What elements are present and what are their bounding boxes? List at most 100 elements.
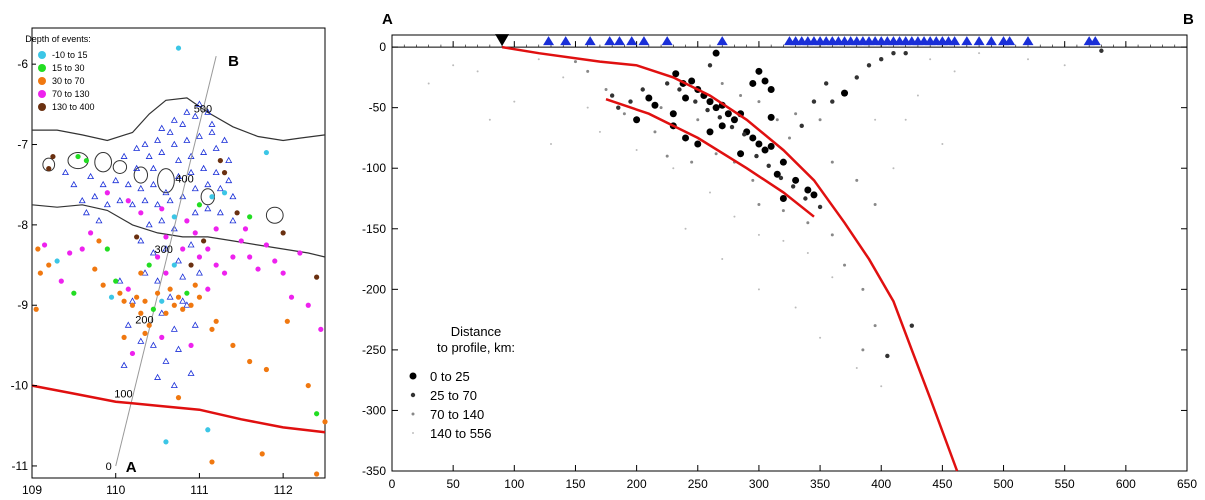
hypocenter-dot	[792, 176, 800, 184]
station-triangle-icon	[191, 184, 199, 192]
section-legend-title-2: to profile, km:	[437, 340, 515, 355]
coast-loop	[94, 152, 113, 173]
station-triangle-icon	[170, 381, 178, 388]
event-dot	[230, 342, 236, 349]
hypocenter-dot	[866, 63, 872, 68]
event-dot	[138, 210, 144, 216]
station-triangle-icon	[175, 172, 182, 180]
section-x-tick-label: 400	[871, 477, 891, 491]
hypocenter-dot	[916, 94, 919, 97]
event-dot	[314, 471, 320, 477]
section-station-triangle-icon	[543, 36, 555, 46]
hypocenter-dot	[690, 160, 694, 164]
section-frame	[391, 34, 1188, 472]
station-triangle-icon	[158, 309, 166, 316]
station-triangle-icon	[149, 180, 157, 188]
station-triangle-icon	[154, 136, 162, 143]
section-legend-swatch	[411, 412, 415, 416]
hypocenter-dot	[718, 122, 726, 130]
station-triangle-icon	[137, 237, 145, 244]
hypocenter-dot	[761, 146, 769, 154]
section-x-tick-label: 100	[504, 477, 524, 491]
event-dot	[314, 274, 320, 280]
event-dot	[314, 411, 320, 417]
event-dot	[37, 270, 43, 276]
event-dot	[117, 290, 123, 296]
hypocenter-dot	[616, 105, 621, 110]
profile-distance-label: 500	[194, 103, 212, 115]
station-triangle-icon	[212, 144, 220, 151]
slab-upper-line	[501, 45, 959, 472]
station-triangle-icon	[149, 249, 157, 256]
coastline-north	[32, 97, 326, 142]
station-triangle-icon	[158, 217, 166, 224]
section-x-tick-label: 450	[932, 477, 952, 491]
station-triangle-icon	[170, 325, 178, 332]
hypocenter-dot	[879, 57, 884, 62]
event-dot	[217, 157, 223, 164]
hypocenter-dot	[598, 130, 601, 133]
hypocenter-dot	[873, 324, 877, 328]
hypocenter-dot	[688, 77, 696, 85]
station-triangle-icon	[133, 164, 141, 172]
station-triangle-icon	[195, 269, 203, 276]
map-legend-title: Depth of events:	[25, 34, 91, 44]
event-dot	[104, 190, 110, 196]
section-label-b: B	[1183, 11, 1194, 28]
event-dot	[205, 246, 211, 252]
station-triangle-icon	[112, 176, 120, 184]
station-triangle-icon	[103, 200, 111, 208]
map-legend-label: 70 to 130	[52, 89, 90, 99]
section-x-tick-label: 600	[1116, 477, 1136, 491]
station-triangle-icon	[128, 200, 136, 208]
hypocenter-dot	[779, 195, 787, 202]
hypocenter-dot	[891, 50, 896, 56]
station-triangle-icon	[170, 116, 178, 123]
station-triangle-icon	[78, 196, 86, 204]
hypocenter-dot	[779, 158, 787, 166]
event-dot	[88, 230, 94, 236]
section-station-triangle-icon	[1004, 36, 1016, 46]
hypocenter-dot	[953, 70, 956, 73]
section-station-triangle-icon	[626, 36, 638, 46]
event-dot	[188, 342, 194, 349]
event-dot	[138, 270, 144, 276]
slab-lower-line	[605, 98, 815, 218]
station-triangle-icon	[191, 209, 199, 216]
station-triangle-icon	[166, 128, 174, 135]
section-legend-label: 70 to 140	[430, 407, 484, 422]
event-dot	[96, 238, 102, 244]
section-legend: Distance to profile, km: 0 to 25 25 to 70…	[409, 324, 515, 441]
event-dot	[209, 194, 215, 200]
station-triangle-icon	[154, 277, 162, 284]
hypocenter-dot	[696, 118, 700, 122]
station-triangle-icon	[200, 164, 208, 172]
section-x-tick-label: 550	[1055, 477, 1075, 491]
event-dot	[142, 298, 148, 304]
event-dot	[284, 318, 290, 324]
hypocenter-dot	[778, 175, 784, 181]
station-triangle-icon	[204, 204, 212, 212]
section-x-tick-label: 50	[446, 477, 460, 491]
map-legend-swatch	[38, 103, 46, 111]
hypocenter-dot	[811, 99, 817, 104]
event-dot	[188, 302, 194, 308]
hypocenter-dot	[794, 306, 797, 309]
event-dot	[167, 286, 173, 292]
hypocenter-dot	[830, 99, 835, 104]
station-triangle-icon	[141, 269, 149, 276]
event-dot	[259, 451, 265, 457]
station-triangle-icon	[120, 361, 128, 368]
station-triangle-icon	[149, 341, 157, 348]
station-triangle-icon	[221, 136, 229, 143]
event-dot	[175, 294, 182, 300]
event-dot	[171, 262, 177, 268]
event-dot	[263, 366, 269, 373]
hypocenter-dot	[794, 112, 798, 116]
event-dot	[125, 198, 131, 204]
event-dot	[163, 439, 169, 445]
event-dot	[221, 170, 228, 176]
hypocenter-dot	[855, 178, 859, 182]
